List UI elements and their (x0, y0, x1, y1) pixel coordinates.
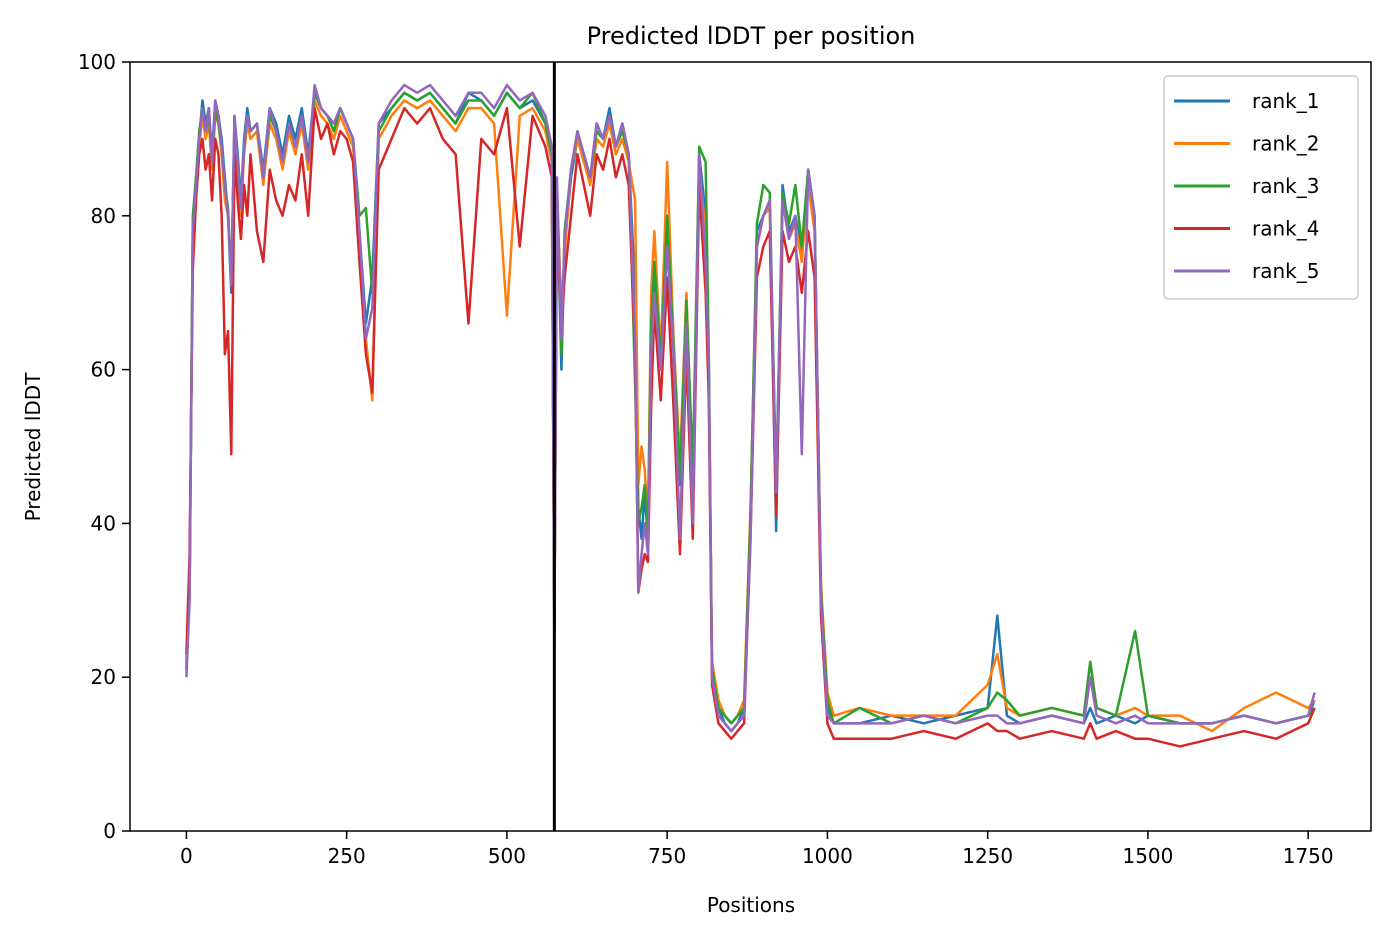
legend: rank_1 rank_2 rank_3 rank_4 rank_5 (1163, 75, 1359, 300)
y-tick-label: 20 (91, 665, 116, 689)
series-line-rank_5 (185, 83, 1316, 733)
x-axis: 0 250 500 750 1000 1250 1500 1750 (180, 831, 1334, 868)
x-tick-label: 250 (328, 844, 366, 868)
legend-box (1163, 75, 1359, 300)
chart-title: Predicted lDDT per position (587, 22, 916, 50)
x-tick-label: 1000 (802, 844, 853, 868)
legend-label-rank_1: rank_1 (1252, 89, 1319, 113)
legend-label-rank_5: rank_5 (1252, 259, 1319, 283)
x-tick-label: 750 (648, 844, 686, 868)
y-tick-label: 60 (91, 358, 116, 382)
x-tick-label: 500 (488, 844, 526, 868)
x-tick-label: 1250 (962, 844, 1013, 868)
legend-label-rank_2: rank_2 (1252, 132, 1319, 156)
y-axis-label: Predicted lDDT (21, 372, 45, 522)
y-tick-label: 40 (91, 511, 116, 535)
series-line-rank_4 (185, 106, 1316, 748)
x-tick-label: 0 (180, 844, 193, 868)
y-tick-label: 80 (91, 204, 116, 228)
y-tick-label: 0 (103, 819, 116, 843)
plot-frame (129, 61, 1372, 832)
series-layer (185, 83, 1316, 748)
legend-label-rank_4: rank_4 (1252, 217, 1319, 241)
y-axis: 0 20 40 60 80 100 (78, 50, 130, 843)
y-tick-label: 100 (78, 50, 116, 74)
legend-label-rank_3: rank_3 (1252, 174, 1319, 198)
x-tick-label: 1500 (1122, 844, 1173, 868)
x-tick-label: 1750 (1283, 844, 1334, 868)
x-axis-label: Positions (707, 893, 795, 917)
